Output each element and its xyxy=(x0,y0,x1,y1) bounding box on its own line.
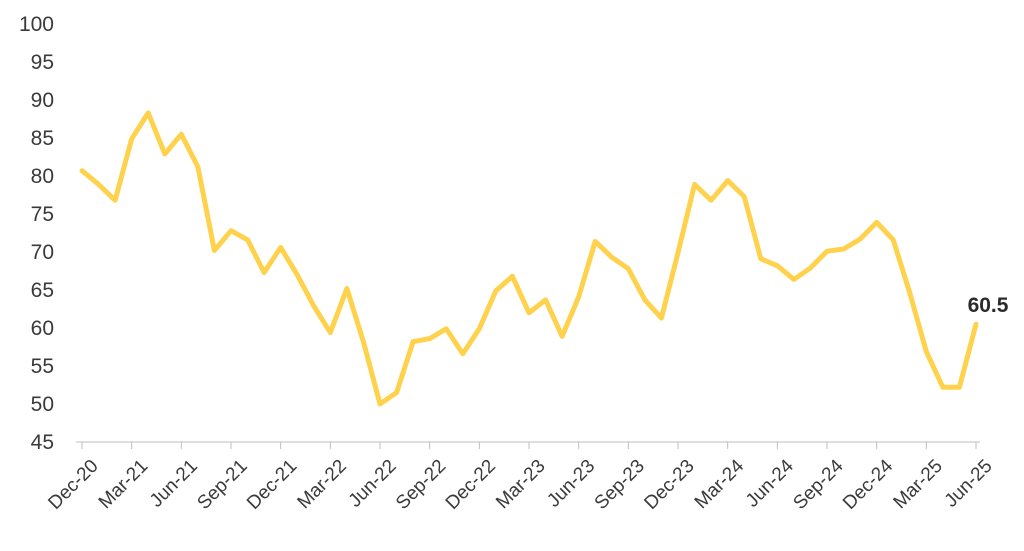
x-tick-label: Jun-21 xyxy=(146,456,202,512)
y-tick-label: 55 xyxy=(31,355,54,378)
x-tick-label: Jun-22 xyxy=(345,456,401,512)
x-tick-label: Mar-22 xyxy=(294,456,351,513)
x-tick-label: Dec-24 xyxy=(839,455,897,513)
x-tick-label: Mar-21 xyxy=(95,456,152,513)
x-tick-label: Sep-21 xyxy=(193,456,251,514)
x-tick-label: Sep-23 xyxy=(591,456,649,514)
series-line xyxy=(79,110,979,407)
x-tick-label: Mar-25 xyxy=(890,456,947,513)
x-tick-label: Dec-20 xyxy=(44,456,102,514)
y-tick-label: 75 xyxy=(31,203,54,226)
x-axis: Dec-20Mar-21Jun-21Sep-21Dec-21Mar-22Jun-… xyxy=(44,441,997,514)
y-axis: 45 50 55 60 65 70 75 80 85 90 95 100 xyxy=(19,13,54,454)
x-tick-label: Mar-24 xyxy=(691,455,749,513)
x-tick-label: Dec-21 xyxy=(243,456,301,514)
y-tick-label: 70 xyxy=(31,241,54,264)
last-value-label: 60.5 xyxy=(968,294,1009,317)
x-tick-label: Sep-22 xyxy=(392,456,450,514)
x-tick-label: Dec-23 xyxy=(640,456,698,514)
x-tick-label: Dec-22 xyxy=(442,456,500,514)
x-tick-label: Mar-23 xyxy=(492,456,549,513)
x-tick-label: Sep-24 xyxy=(789,455,847,513)
y-tick-label: 60 xyxy=(31,317,54,340)
y-tick-label: 85 xyxy=(31,127,54,150)
y-tick-label: 65 xyxy=(31,279,54,302)
y-tick-label: 100 xyxy=(19,13,54,36)
y-tick-label: 45 xyxy=(31,431,54,454)
y-tick-label: 90 xyxy=(31,89,54,112)
y-tick-label: 50 xyxy=(31,393,54,416)
x-tick-label: Jun-23 xyxy=(543,456,599,512)
y-tick-label: 95 xyxy=(31,51,54,74)
x-tick-label: Jun-24 xyxy=(742,455,798,511)
x-tick-label: Jun-25 xyxy=(941,456,997,512)
y-tick-label: 80 xyxy=(31,165,54,188)
